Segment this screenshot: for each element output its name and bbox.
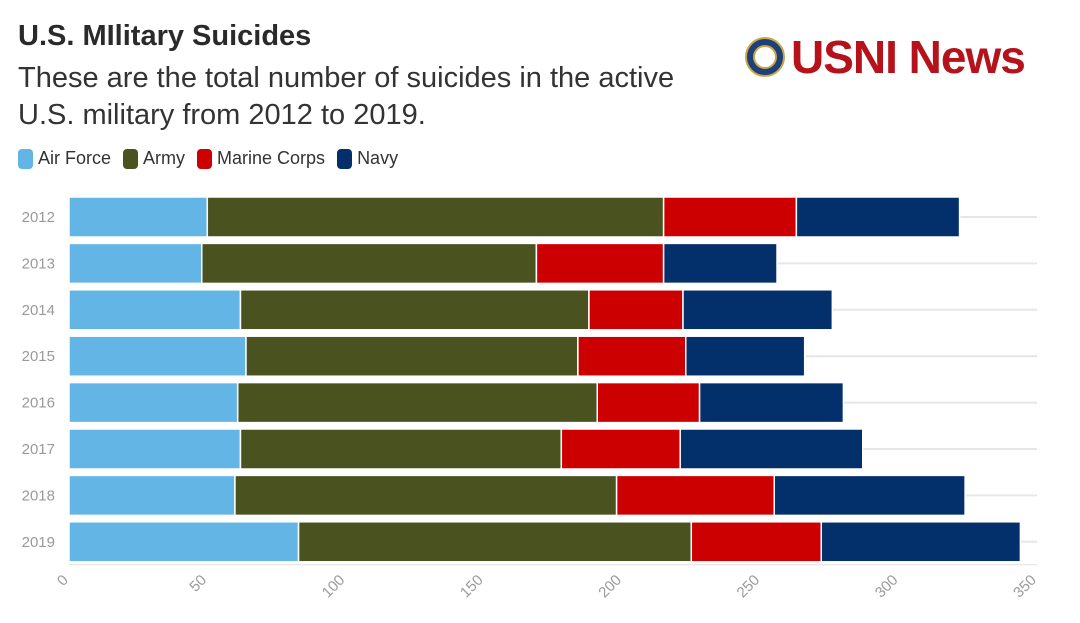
bar-army-2014[interactable] (239, 289, 590, 331)
bar-navy-2012[interactable] (795, 196, 961, 238)
bar-navy-2015[interactable] (685, 335, 806, 377)
x-tick-label: 0 (54, 572, 72, 590)
bar-marine-corps-2019[interactable] (690, 521, 823, 563)
legend-swatch (337, 148, 353, 169)
bar-air-force-2018[interactable] (68, 474, 236, 517)
naval-institute-seal-icon (745, 37, 785, 77)
y-tick-label: 2013 (22, 255, 55, 272)
bar-army-2018[interactable] (234, 474, 618, 517)
bar-navy-2017[interactable] (679, 428, 864, 470)
bar-army-2019[interactable] (297, 521, 693, 563)
legend: Air Force Army Marine Corps Navy (18, 148, 410, 169)
legend-label: Air Force (38, 148, 112, 168)
y-tick-label: 2017 (22, 441, 55, 458)
bar-navy-2019[interactable] (820, 521, 1022, 563)
x-tick-label: 50 (186, 572, 210, 596)
x-tick-label: 300 (872, 572, 902, 602)
bar-marine-corps-2016[interactable] (596, 381, 701, 424)
chart-title: U.S. MIlitary Suicides (18, 20, 312, 52)
bar-air-force-2019[interactable] (68, 521, 300, 563)
logo-text: USNI News (791, 31, 1026, 83)
legend-label: Marine Corps (217, 148, 326, 168)
bar-marine-corps-2012[interactable] (662, 196, 798, 238)
x-tick-label: 250 (734, 572, 764, 602)
y-tick-label: 2015 (22, 348, 55, 365)
bar-navy-2016[interactable] (698, 381, 845, 424)
bar-navy-2014[interactable] (682, 289, 834, 331)
bar-army-2013[interactable] (201, 242, 538, 285)
y-tick-label: 2012 (22, 209, 55, 226)
legend-label: Army (143, 148, 186, 168)
legend-item-army[interactable]: Army (123, 148, 185, 169)
x-tick-label: 100 (319, 572, 349, 602)
bar-marine-corps-2018[interactable] (615, 474, 776, 517)
bar-navy-2018[interactable] (773, 474, 966, 517)
bar-army-2015[interactable] (245, 335, 579, 377)
y-tick-label: 2018 (22, 487, 55, 504)
bar-air-force-2013[interactable] (68, 242, 203, 285)
y-tick-label: 2019 (22, 534, 55, 551)
y-tick-label: 2016 (22, 395, 55, 412)
legend-label: Navy (357, 148, 399, 168)
x-tick-label: 350 (1010, 572, 1040, 602)
bar-navy-2013[interactable] (662, 242, 778, 285)
legend-item-air-force[interactable]: Air Force (18, 148, 111, 169)
bar-air-force-2012[interactable] (68, 196, 209, 238)
bar-air-force-2014[interactable] (68, 289, 242, 331)
bar-air-force-2017[interactable] (68, 428, 242, 470)
bar-air-force-2016[interactable] (68, 381, 239, 424)
bar-air-force-2015[interactable] (68, 335, 247, 377)
bar-marine-corps-2015[interactable] (577, 335, 687, 377)
bar-army-2012[interactable] (206, 196, 665, 238)
legend-item-navy[interactable]: Navy (337, 148, 398, 169)
bar-army-2017[interactable] (239, 428, 563, 470)
usni-news-logo[interactable]: USNI News (745, 31, 1026, 83)
legend-swatch (123, 148, 139, 169)
legend-item-marine-corps[interactable]: Marine Corps (197, 148, 325, 169)
x-tick-label: 200 (595, 572, 625, 602)
bar-marine-corps-2014[interactable] (588, 289, 684, 331)
legend-swatch (197, 148, 213, 169)
x-tick-label: 150 (457, 572, 487, 602)
chart-subtitle: These are the total number of suicides i… (18, 62, 675, 131)
bar-marine-corps-2013[interactable] (535, 242, 665, 285)
bar-army-2016[interactable] (236, 381, 599, 424)
y-tick-label: 2014 (22, 302, 55, 319)
legend-swatch (18, 148, 33, 169)
bar-marine-corps-2017[interactable] (560, 428, 681, 470)
